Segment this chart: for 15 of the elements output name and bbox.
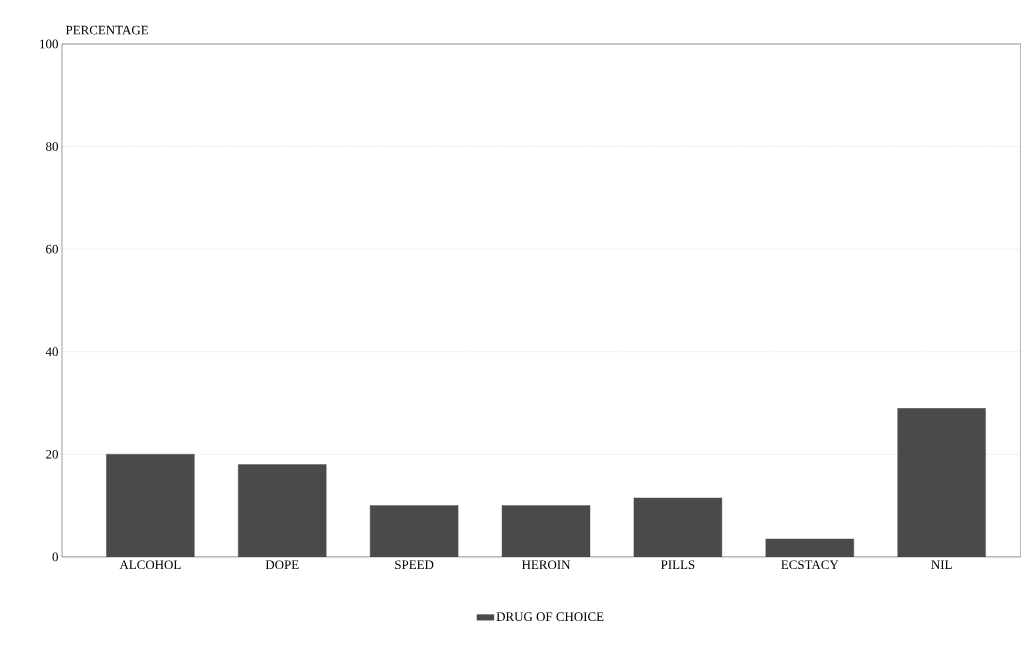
y-tick-label: 40 xyxy=(45,347,58,357)
y-axis-title: PERCENTAGE xyxy=(65,25,148,35)
x-tick-label: NIL xyxy=(931,560,952,569)
x-tick-label: SPEED xyxy=(395,560,434,570)
y-tick-label: 100 xyxy=(40,39,58,49)
y-tick-label: 20 xyxy=(46,450,58,459)
x-tick-label: ECSTACY xyxy=(781,560,839,570)
y-tick-label: 0 xyxy=(52,552,58,562)
x-tick-label: ALCOHOL xyxy=(119,560,181,570)
y-tick-label: 60 xyxy=(46,244,58,254)
x-tick-label: DOPE xyxy=(265,560,299,570)
legend-label: DRUG OF CHOICE xyxy=(496,612,604,622)
x-tick-label: PILLS xyxy=(661,560,695,570)
x-tick-label: HEROIN xyxy=(521,560,571,570)
y-tick-label: 80 xyxy=(46,142,58,151)
